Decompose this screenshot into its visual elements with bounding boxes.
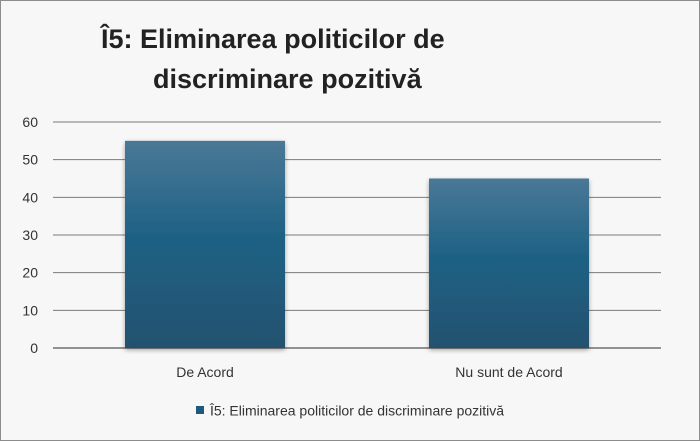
chart-legend: Î5: Eliminarea politicilor de discrimina… — [1, 401, 699, 418]
bar-nu-sunt-de-acord — [429, 178, 589, 348]
x-axis-tick-labels: De Acord Nu sunt de Acord — [176, 364, 563, 380]
chart-title: Î5: Eliminarea politicilor de discrimina… — [101, 19, 661, 99]
bar-de-acord — [125, 140, 285, 348]
chart-title-line2: discriminare pozitivă — [153, 64, 422, 94]
x-tick-label-nu-sunt-de-acord: Nu sunt de Acord — [455, 364, 562, 380]
y-tick-label-20: 20 — [22, 265, 38, 281]
bars — [125, 140, 589, 348]
chart-title-line1: Î5: Eliminarea politicilor de — [101, 24, 445, 54]
legend-label: Î5: Eliminarea politicilor de discrimina… — [209, 402, 505, 419]
y-tick-label-30: 30 — [22, 227, 38, 243]
y-tick-label-60: 60 — [22, 114, 38, 130]
x-tick-label-de-acord: De Acord — [176, 364, 234, 380]
y-tick-label-40: 40 — [22, 189, 38, 205]
y-axis-tick-labels: 0 10 20 30 40 50 60 — [22, 114, 38, 356]
legend-swatch — [195, 406, 204, 415]
y-tick-label-50: 50 — [22, 152, 38, 168]
y-tick-label-10: 10 — [22, 302, 38, 318]
y-tick-label-0: 0 — [30, 340, 38, 356]
